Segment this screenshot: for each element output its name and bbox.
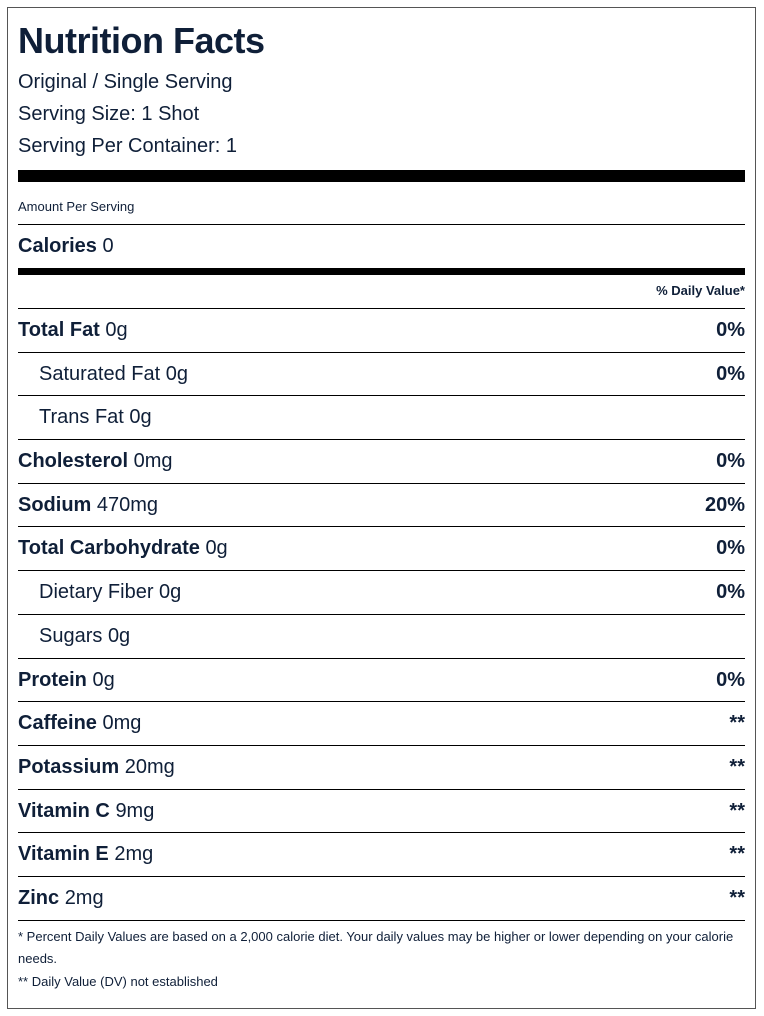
daily-value-header: % Daily Value*: [18, 275, 745, 309]
nutrient-row: Saturated Fat 0g 0%: [18, 353, 745, 397]
daily-value: **: [729, 886, 745, 909]
daily-value: **: [729, 799, 745, 822]
nutrient-row: Dietary Fiber 0g 0%: [18, 571, 745, 615]
nutrient-name: Dietary Fiber: [39, 581, 154, 604]
nutrient: Cholesterol 0mg: [18, 440, 173, 483]
nutrient-amount: 0g: [205, 537, 228, 560]
nutrient-amount: 0g: [159, 581, 182, 604]
nutrient-amount: 2mg: [114, 843, 154, 866]
nutrient: Dietary Fiber 0g: [39, 571, 181, 614]
nutrient: Caffeine 0mg: [18, 702, 141, 745]
nutrient-name: Cholesterol: [18, 450, 129, 473]
nutrient-name: Sodium: [18, 493, 92, 516]
nutrient-name: Saturated Fat: [39, 362, 161, 385]
daily-value: 0%: [716, 581, 745, 604]
nutrient: Sodium 470mg: [18, 484, 158, 527]
nutrient: Protein 0g: [18, 659, 115, 702]
nutrient-row: Caffeine 0mg **: [18, 702, 745, 746]
nutrient-name: Total Fat: [18, 319, 100, 341]
nutrient-name: Vitamin E: [18, 843, 109, 866]
nutrient: Trans Fat 0g: [39, 396, 152, 439]
serving-line: Serving Size: 1 Shot: [18, 103, 200, 125]
calories-row: Calories 0: [18, 225, 745, 268]
nutrient-name: Total Carbohydrate: [18, 537, 200, 560]
daily-value: 0%: [716, 450, 745, 473]
nutrient: Potassium 20mg: [18, 746, 175, 789]
nutrient: Sugars 0g: [39, 615, 130, 658]
nutrient-rows: Total Fat 0g 0% Saturated Fat 0g 0% Trans Fa…: [18, 309, 745, 921]
nutrient-row: Total Carbohydrate 0g 0%: [18, 527, 745, 572]
daily-value: 20%: [704, 493, 745, 516]
daily-value: 0%: [716, 319, 745, 341]
nutrient-row: Vitamin E 2mg **: [18, 833, 745, 877]
nutrient-row: Protein 0g 0%: [18, 659, 745, 703]
nutrient: Vitamin C 9mg: [18, 790, 154, 833]
nutrient-name: Caffeine: [18, 712, 97, 735]
nutrient-amount: 470mg: [96, 493, 159, 516]
nutrient-name: Vitamin C: [18, 799, 110, 822]
nutrient-name: Potassium: [18, 755, 120, 778]
nutrient-amount: 0g: [92, 668, 115, 691]
nutrient: Vitamin E 2mg: [18, 833, 153, 876]
daily-value: **: [729, 755, 745, 778]
nutrient-row: Sugars 0g: [18, 615, 745, 659]
nutrient-name: Trans Fat: [39, 406, 124, 429]
calories-value: 0: [102, 235, 114, 257]
nutrient-amount: 2mg: [64, 886, 104, 909]
nutrient-amount: 0g: [165, 362, 188, 385]
thick-rule: [18, 268, 745, 275]
serving-line: Serving Per Container: 1: [18, 135, 238, 157]
calories-label: Calories: [18, 235, 97, 257]
nutrient-amount: 0mg: [133, 450, 173, 473]
nutrient-amount: 0g: [107, 624, 131, 647]
nutrient-row: Zinc 2mg **: [18, 877, 745, 921]
footnote: * Percent Daily Values are based on a 2,…: [18, 928, 734, 967]
nutrient-row: Trans Fat 0g: [18, 396, 745, 441]
nutrient: Total Fat 0g: [18, 309, 128, 352]
nutrient: Total Carbohydrate 0g: [18, 527, 228, 570]
nutrient-row: Vitamin C 9mg **: [18, 790, 745, 834]
footnote: ** Daily Value (DV) not established: [18, 973, 218, 989]
footnotes: * Percent Daily Values are based on a 2,…: [18, 921, 745, 994]
daily-value: 0%: [716, 668, 745, 691]
nutrient-name: Sugars: [39, 624, 103, 647]
amount-per-serving: Amount Per Serving: [18, 182, 745, 225]
nutrient-row: Sodium 470mg 20%: [18, 484, 745, 528]
nutrient-row: Total Fat 0g 0%: [18, 309, 745, 353]
nutrient: Zinc 2mg: [18, 877, 104, 920]
serving-line: Original / Single Serving: [18, 71, 233, 93]
nutrient-amount: 0mg: [102, 712, 142, 735]
nutrition-label: Nutrition Facts Original / Single Servin…: [7, 7, 756, 1009]
nutrient-amount: 9mg: [115, 799, 155, 822]
nutrient-amount: 0g: [129, 406, 152, 429]
nutrient-row: Cholesterol 0mg 0%: [18, 440, 745, 484]
daily-value: 0%: [716, 362, 745, 385]
nutrient: Saturated Fat 0g: [39, 353, 188, 396]
nutrient-amount: 0g: [105, 319, 128, 341]
thick-rule: [18, 170, 745, 182]
nutrient-name: Protein: [18, 668, 87, 691]
nutrient-row: Potassium 20mg **: [18, 746, 745, 790]
daily-value: **: [729, 843, 745, 866]
daily-value: 0%: [716, 537, 745, 560]
nutrient-name: Zinc: [18, 886, 60, 909]
title: Nutrition Facts: [18, 20, 265, 61]
nutrient-amount: 20mg: [124, 755, 175, 778]
daily-value: **: [729, 712, 745, 735]
serving-info: Original / Single Serving Serving Size: 1…: [18, 66, 745, 162]
